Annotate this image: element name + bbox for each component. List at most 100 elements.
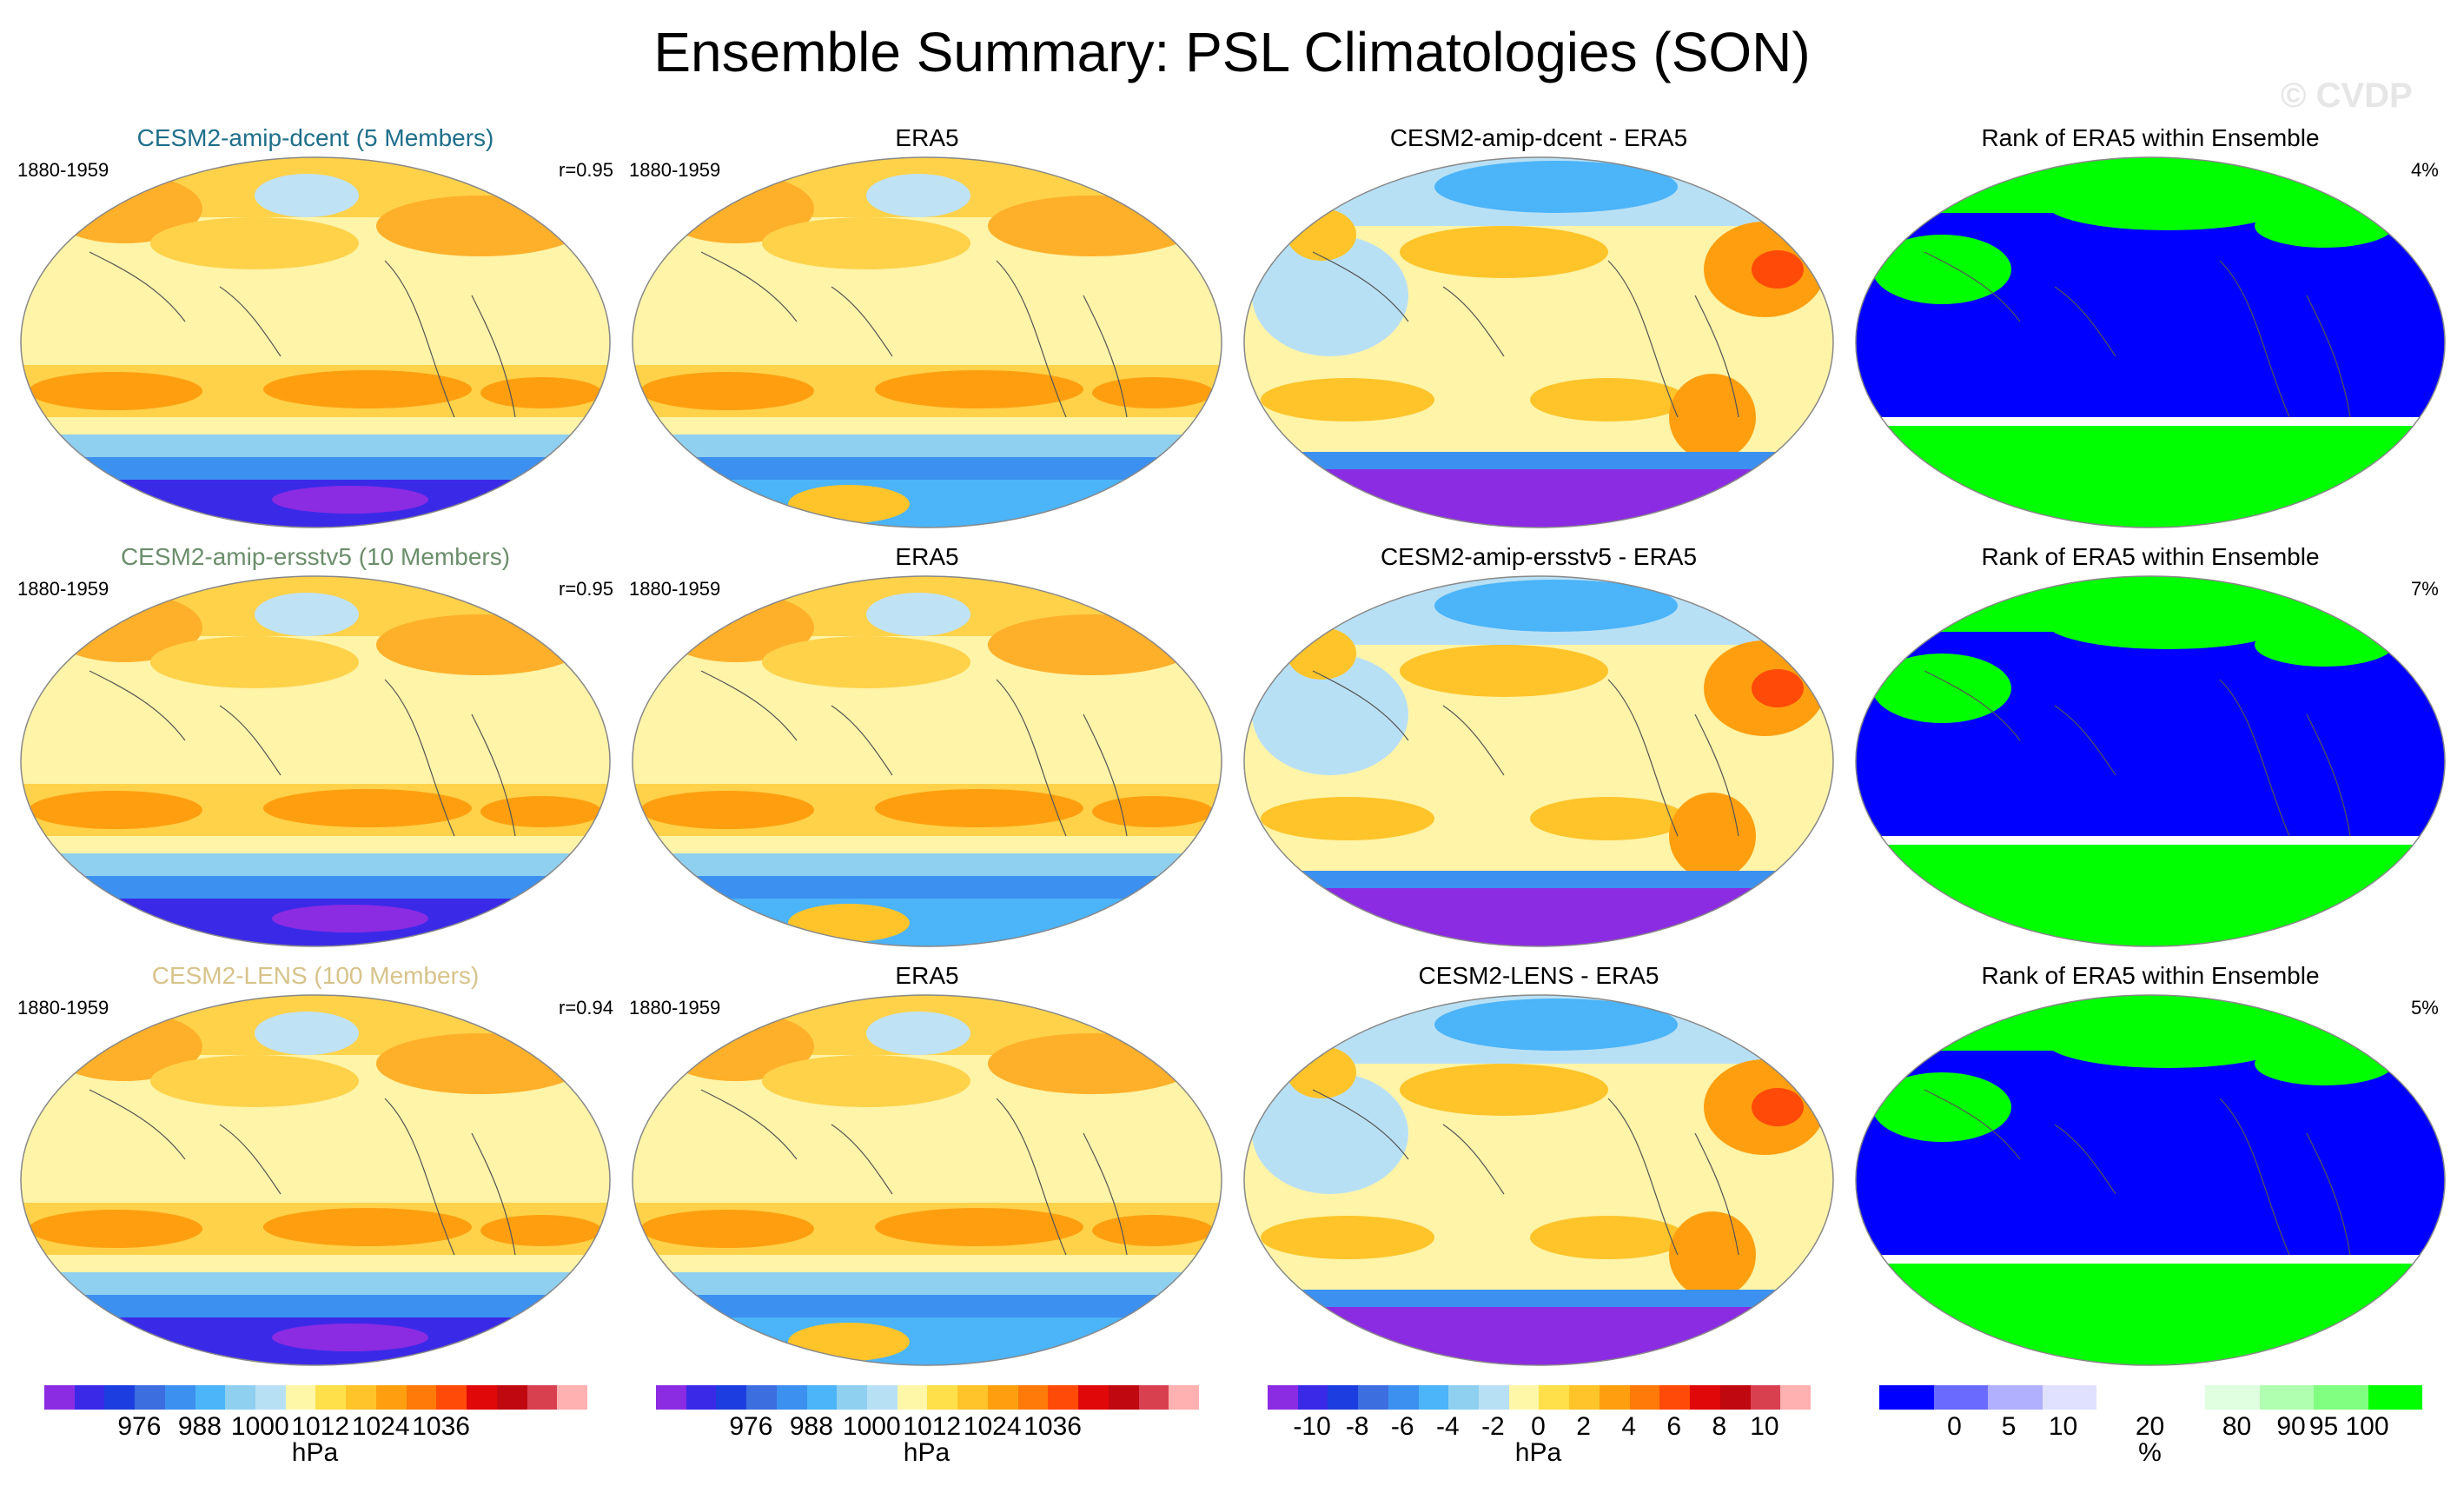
period-label-obs-row2: 1880-1959 (629, 578, 721, 600)
colorbar-swatch (2205, 1385, 2260, 1410)
colorbar-tick-label: 1036 (1023, 1412, 1082, 1441)
colorbar-tick-label: 95 (2308, 1412, 2339, 1441)
correlation-label-row3: r=0.94 (559, 997, 613, 1019)
colorbar-swatch (806, 1385, 838, 1410)
period-label-model-row2: 1880-1959 (17, 578, 109, 600)
map-model-row2 (20, 575, 611, 947)
colorbar-swatch (1569, 1385, 1600, 1410)
colorbar-swatch (1418, 1385, 1449, 1410)
period-label-model-row1: 1880-1959 (17, 159, 109, 181)
colorbar-swatch (467, 1385, 497, 1410)
colorbar-swatch (135, 1385, 165, 1410)
map-obs-row2 (632, 575, 1222, 947)
colorbar-swatch (1048, 1385, 1079, 1410)
rank-percent-label-row2: 7% (2411, 578, 2439, 600)
colorbar-tick-label: 1012 (291, 1412, 350, 1441)
colorbar-swatch (1297, 1385, 1328, 1410)
colorbar-tick-label: 1000 (842, 1412, 901, 1441)
colorbar-swatch (2042, 1385, 2096, 1410)
colorbar-tick-label: 80 (2222, 1412, 2252, 1441)
colorbar-swatch (74, 1385, 105, 1410)
colorbar-swatch (195, 1385, 226, 1410)
panel-title-rank-row2: Rank of ERA5 within Ensemble (1981, 543, 2320, 570)
colorbar-swatch (1539, 1385, 1570, 1410)
colorbar-swatch (1933, 1385, 1988, 1410)
panel-title-diff-row3: CESM2-LENS - ERA5 (1418, 962, 1659, 989)
rank-percent-label-row3: 5% (2411, 997, 2439, 1019)
colorbar-swatch (686, 1385, 717, 1410)
colorbar-swatch (897, 1385, 928, 1410)
colorbar-swatch (1138, 1385, 1169, 1410)
colorbar-tick-label: 0 (1531, 1412, 1546, 1441)
colorbar-tick-label: 988 (177, 1412, 222, 1441)
map-model-row1 (20, 156, 611, 528)
panel-title-model-row1: CESM2-amip-dcent (5 Members) (136, 124, 494, 151)
colorbar-unit-label: % (2138, 1438, 2162, 1467)
colorbar-swatch (1719, 1385, 1751, 1410)
colorbar-swatch (1479, 1385, 1509, 1410)
map-rank-row1 (1855, 156, 2446, 528)
panel-title-diff-row2: CESM2-amip-ersstv5 - ERA5 (1380, 543, 1698, 570)
colorbar-tick-label: -2 (1481, 1412, 1505, 1441)
colorbar-tick-label: 1024 (351, 1412, 410, 1441)
colorbar-4 (1878, 1384, 2423, 1410)
colorbar-swatch (1328, 1385, 1359, 1410)
colorbar-swatch (1448, 1385, 1480, 1410)
colorbar-tick-label: 90 (2276, 1412, 2306, 1441)
panel-title-obs-row3: ERA5 (895, 962, 959, 989)
colorbar-swatch (44, 1385, 75, 1410)
colorbar-swatch (2314, 1385, 2368, 1410)
watermark: © CVDP (2281, 76, 2413, 115)
colorbar-swatch (436, 1385, 467, 1410)
colorbar-swatch (1388, 1385, 1419, 1410)
correlation-label-row1: r=0.95 (559, 159, 613, 181)
panel-title-obs-row1: ERA5 (895, 124, 959, 151)
colorbar-swatch (1599, 1385, 1630, 1410)
colorbar-swatch (2368, 1385, 2422, 1410)
colorbar-swatch (375, 1385, 407, 1410)
colorbar-swatch (164, 1385, 195, 1410)
colorbar-unit-label: hPa (291, 1438, 339, 1467)
colorbar-tick-label: 5 (2001, 1412, 2017, 1441)
panel-title-obs-row2: ERA5 (895, 543, 959, 570)
colorbar-unit-label: hPa (903, 1438, 950, 1467)
colorbar-swatch (746, 1385, 777, 1410)
colorbar-3 (1267, 1384, 1812, 1410)
colorbar-tick-label: 0 (1947, 1412, 1962, 1441)
colorbar-swatch (867, 1385, 898, 1410)
colorbar-swatch (557, 1385, 587, 1410)
map-obs-row1 (632, 156, 1222, 528)
colorbar-swatch (496, 1385, 527, 1410)
colorbar-tick-label: 8 (1712, 1412, 1727, 1441)
colorbar-2 (655, 1384, 1200, 1410)
colorbar-swatch (1629, 1385, 1660, 1410)
colorbar-tick-label: 1000 (230, 1412, 289, 1441)
colorbar-swatch (957, 1385, 988, 1410)
colorbar-swatch (315, 1385, 347, 1410)
page-title: Ensemble Summary: PSL Climatologies (SON… (653, 21, 1811, 83)
map-diff-row2 (1243, 575, 1834, 947)
map-rank-row3 (1855, 994, 2446, 1366)
colorbar-swatch (1879, 1385, 1934, 1410)
colorbar-tick-label: 10 (1750, 1412, 1779, 1441)
colorbar-swatch (2259, 1385, 2314, 1410)
colorbar-tick-label: 988 (789, 1412, 833, 1441)
colorbar-swatch (1508, 1385, 1540, 1410)
correlation-label-row2: r=0.95 (559, 578, 613, 600)
colorbar-tick-label: -8 (1345, 1412, 1369, 1441)
colorbar-swatch (255, 1385, 286, 1410)
rank-percent-label-row1: 4% (2411, 159, 2439, 181)
colorbar-unit-label: hPa (1514, 1438, 1562, 1467)
map-rank-row2 (1855, 575, 2446, 947)
colorbar-tick-label: 20 (2135, 1412, 2165, 1441)
colorbar-tick-label: 6 (1666, 1412, 1682, 1441)
map-diff-row3 (1243, 994, 1834, 1366)
colorbar-tick-label: 976 (729, 1412, 773, 1441)
colorbar-swatch (656, 1385, 686, 1410)
map-model-row3 (20, 994, 611, 1366)
period-label-obs-row3: 1880-1959 (629, 997, 721, 1019)
colorbar-swatch (776, 1385, 807, 1410)
colorbar-swatch (2150, 1385, 2205, 1410)
period-label-obs-row1: 1880-1959 (629, 159, 721, 181)
panel-title-model-row3: CESM2-LENS (100 Members) (151, 962, 480, 989)
